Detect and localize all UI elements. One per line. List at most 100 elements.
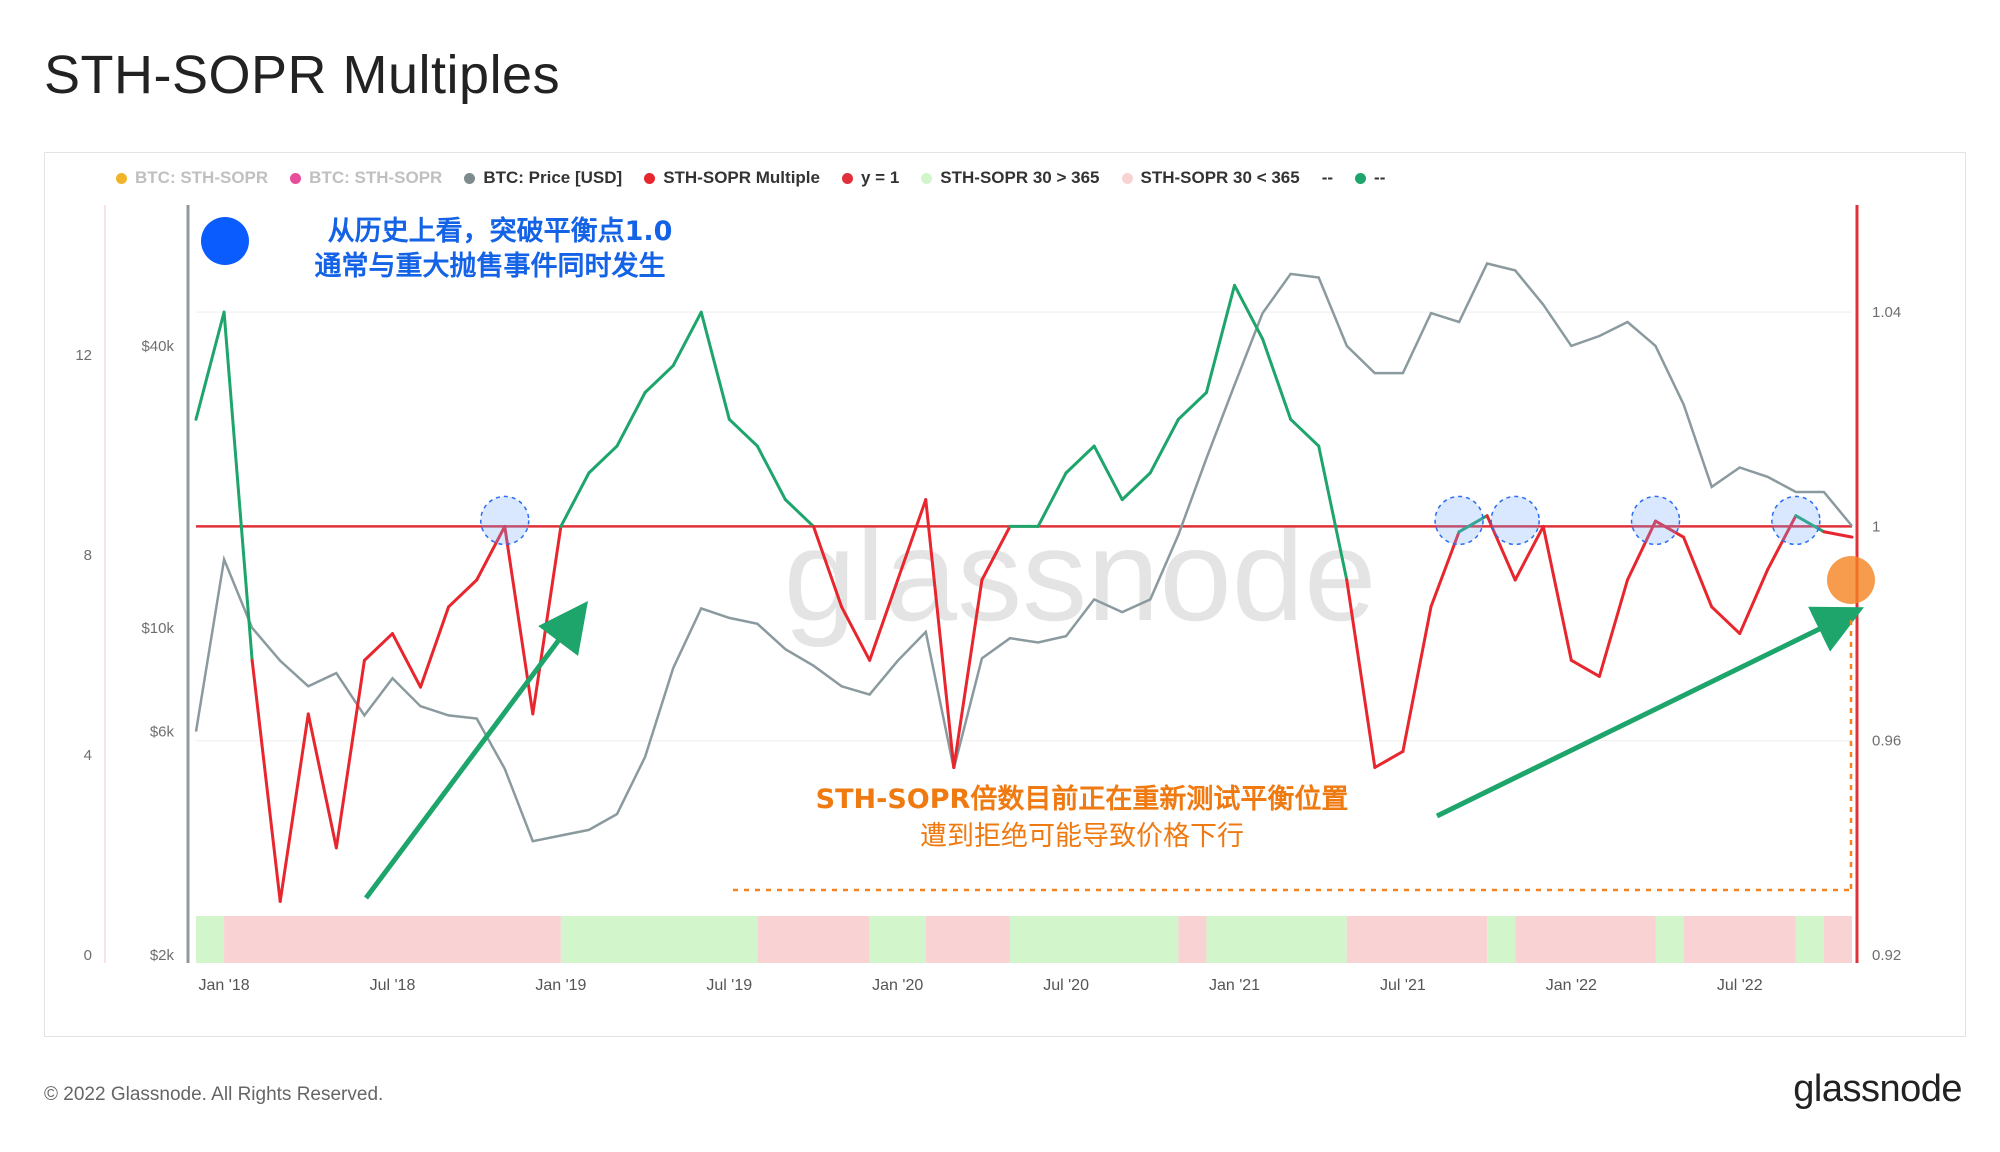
x-tick-label: Jan '21 [1209, 977, 1260, 994]
sopr-multiple-segment [924, 498, 956, 769]
sopr-multiple-segment [755, 444, 787, 502]
right-axis-tick: 0.92 [1872, 947, 1901, 964]
legend-item-7[interactable]: -- [1322, 168, 1333, 188]
sopr-multiple-segment [727, 417, 759, 448]
annotation-middle-line1: STH-SOPR倍数目前正在重新测试平衡位置 [816, 783, 1349, 815]
sopr-multiple-segment [447, 578, 479, 609]
legend-item-3[interactable]: STH-SOPR Multiple [644, 168, 820, 188]
sopr-multiple-segment [306, 712, 338, 850]
state-band [224, 916, 561, 963]
sopr-multiple-segment [1233, 283, 1265, 341]
right-axis-tick: 1 [1872, 518, 1880, 535]
sopr-multiple-segment [334, 658, 366, 850]
annotation-top-line1: 从历史上看，突破平衡点1.0 [328, 215, 673, 247]
sopr-multiple-segment [390, 632, 423, 689]
legend-item-4[interactable]: y = 1 [841, 168, 899, 188]
right-axis-tick: 0.96 [1872, 733, 1901, 750]
legend-item-6[interactable]: STH-SOPR 30 < 365 [1121, 168, 1300, 188]
legend-label: STH-SOPR Multiple [663, 168, 820, 187]
left-outer-tick: 0 [84, 947, 92, 964]
sopr-multiple-segment [1373, 749, 1405, 769]
x-tick-label: Jan '19 [535, 977, 586, 994]
sopr-multiple-segment [643, 364, 675, 394]
price-axis-tick: $10k [141, 620, 174, 637]
arrow-2018 [363, 600, 588, 900]
legend-dot-icon [116, 172, 127, 184]
sopr-multiple-segment [1261, 337, 1293, 421]
state-band [196, 916, 225, 963]
retest-circle [1630, 495, 1681, 546]
legend-item-2[interactable]: BTC: Price [USD] [464, 168, 622, 188]
legend-item-1[interactable]: BTC: STH-SOPR [290, 168, 442, 188]
left-outer-tick: 8 [84, 547, 92, 564]
legend-label: STH-SOPR 30 < 365 [1140, 168, 1300, 187]
state-band [560, 916, 758, 963]
sopr-multiple-segment [1120, 471, 1152, 502]
price-axis-tick: $2k [150, 947, 175, 964]
sopr-multiple-segment [1625, 519, 1658, 582]
legend-dot-icon [290, 172, 302, 184]
legend-label: -- [1321, 168, 1334, 187]
sopr-multiple-segment [1794, 514, 1826, 534]
x-tick-label: Jan '18 [199, 977, 250, 994]
x-tick-label: Jan '22 [1546, 977, 1597, 994]
price-line [194, 262, 1853, 843]
sopr-multiple-segment [868, 578, 900, 662]
sopr-multiple-segment [1569, 658, 1601, 678]
x-tick-label: Jul '20 [1043, 977, 1089, 994]
sopr-multiple-segment [419, 605, 451, 689]
legend-dot-icon [644, 172, 656, 184]
retest-circle [479, 495, 530, 546]
sopr-multiple-segment [1738, 567, 1770, 636]
chart-frame [44, 152, 1966, 1037]
sopr-multiple-segment [250, 658, 282, 903]
sopr-multiple-segment [1289, 417, 1321, 448]
legend-dot-icon [464, 172, 476, 184]
legend-dot-icon [1355, 172, 1367, 184]
sopr-multiple-segment [559, 471, 591, 528]
legend-item-5[interactable]: STH-SOPR 30 > 365 [921, 168, 1100, 188]
state-band [925, 916, 1010, 963]
state-band [1206, 916, 1347, 963]
state-band [1178, 916, 1207, 963]
sopr-multiple-segment [362, 632, 394, 662]
sopr-multiple-segment [1176, 391, 1208, 421]
watermark: glassnode [784, 502, 1377, 648]
legend-label: BTC: STH-SOPR [309, 168, 443, 187]
x-tick-label: Jan '20 [872, 977, 923, 994]
state-band [1515, 916, 1656, 963]
sopr-multiple-segment [1485, 514, 1517, 582]
brand-logo: glassnode [1793, 1068, 1962, 1110]
legend-label: BTC: STH-SOPR [135, 168, 269, 187]
sopr-multiple-segment [1092, 444, 1124, 502]
price-axis-tick: $6k [150, 724, 175, 741]
sopr-multiple-segment [896, 498, 928, 582]
legend-item-8[interactable]: -- [1355, 168, 1385, 188]
sopr-multiple-segment [194, 310, 226, 421]
sopr-multiple-segment [1822, 530, 1854, 539]
sopr-multiple-segment [1654, 519, 1686, 539]
sopr-multiple-segment [840, 605, 872, 662]
state-bands [196, 916, 1852, 963]
price-axis-tick: $40k [141, 338, 174, 355]
state-band [1009, 916, 1179, 963]
state-band [869, 916, 926, 963]
blue-dot-icon [201, 217, 249, 265]
sopr-multiple-segment [1345, 578, 1377, 769]
retest-circle [1771, 495, 1821, 546]
sopr-multiple-segment [1682, 535, 1714, 609]
sopr-multiple-segment [1036, 471, 1068, 528]
current-retest-marker [1827, 556, 1875, 604]
sopr-multiple-segment [615, 391, 647, 448]
sopr-multiple-segment [503, 524, 535, 716]
sopr-multiple-segment [1597, 578, 1629, 678]
legend-item-0[interactable]: BTC: STH-SOPR [116, 168, 268, 188]
retest-circle [1490, 495, 1540, 546]
sopr-multiple-line [194, 283, 1854, 903]
retest-circle [1434, 495, 1484, 546]
sopr-multiple-segment [1401, 605, 1433, 753]
arrow-2021 [1435, 606, 1864, 819]
legend-label: -- [1374, 168, 1386, 187]
sopr-multiple-segment [1710, 605, 1742, 636]
sopr-multiple-segment [699, 310, 731, 421]
